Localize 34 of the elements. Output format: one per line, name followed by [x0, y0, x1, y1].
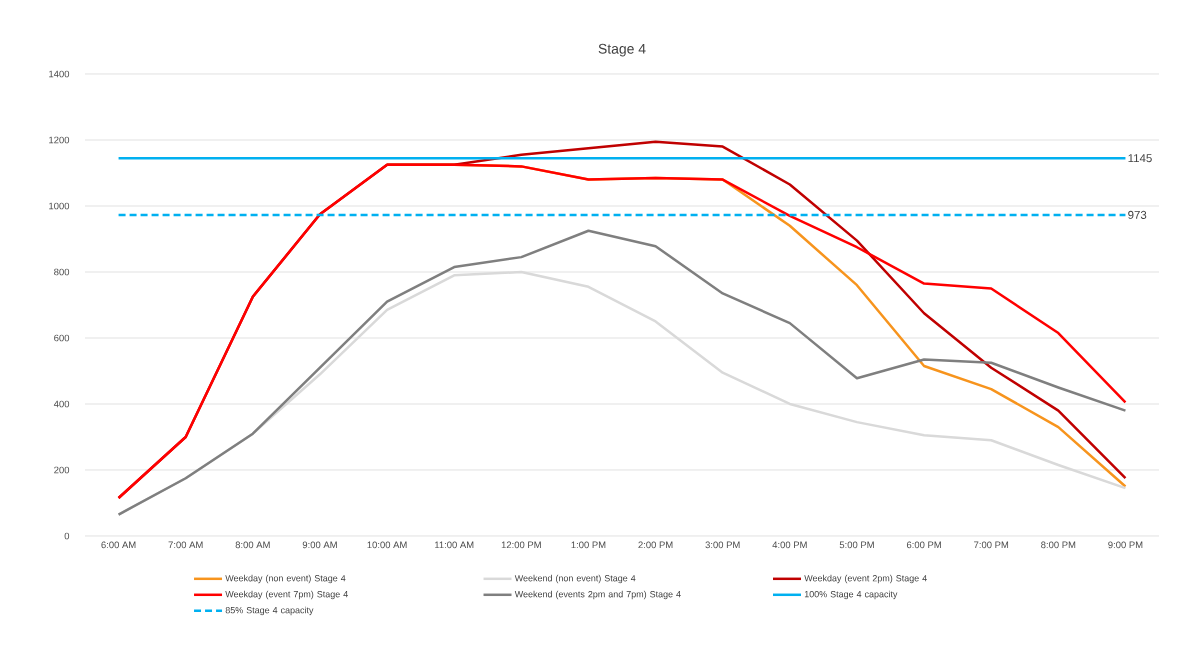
y-tick-label: 400: [53, 400, 70, 408]
x-tick-label: 12:00 PM: [501, 541, 541, 549]
x-tick-label: 6:00 PM: [906, 541, 941, 549]
x-tick-label: 8:00 AM: [235, 541, 270, 549]
legend-label: Weekday (event 7pm) Stage 4: [225, 590, 348, 600]
legend-label: Weekend (non event) Stage 4: [514, 574, 636, 584]
y-tick-label: 1400: [49, 70, 70, 78]
legend-label: 100% Stage 4 capacity: [804, 590, 898, 600]
data-label: 1145: [1128, 154, 1152, 163]
y-tick-label: 1200: [49, 136, 70, 144]
legend-label: 85% Stage 4 capacity: [225, 606, 314, 616]
x-tick-label: 3:00 PM: [705, 541, 740, 549]
x-tick-label: 9:00 PM: [1108, 541, 1143, 549]
y-tick-label: 800: [54, 268, 70, 276]
data-label: 973: [1128, 210, 1147, 219]
y-tick-label: 1000: [49, 202, 70, 210]
legend-label: Weekday (event 2pm) Stage 4: [804, 574, 927, 584]
x-tick-label: 11:00 AM: [435, 541, 474, 549]
y-tick-label: 0: [64, 532, 70, 540]
x-tick-label: 5:00 PM: [839, 541, 874, 549]
legend-label: Weekend (events 2pm and 7pm) Stage 4: [514, 590, 681, 600]
x-tick-label: 4:00 PM: [772, 541, 807, 549]
x-tick-label: 6:00 AM: [101, 541, 136, 549]
y-tick-label: 200: [54, 466, 70, 474]
x-tick-label: 7:00 PM: [974, 541, 1009, 549]
x-tick-label: 9:00 AM: [302, 541, 337, 549]
x-tick-label: 1:00 PM: [571, 541, 606, 549]
legend-label: Weekday (non event) Stage 4: [225, 574, 346, 584]
y-tick-label: 600: [54, 334, 70, 342]
x-tick-label: 10:00 AM: [367, 541, 407, 549]
x-tick-label: 7:00 AM: [168, 541, 203, 549]
chart-title: Stage 4: [598, 43, 646, 57]
x-tick-label: 8:00 PM: [1041, 541, 1076, 549]
x-tick-label: 2:00 PM: [638, 541, 673, 549]
